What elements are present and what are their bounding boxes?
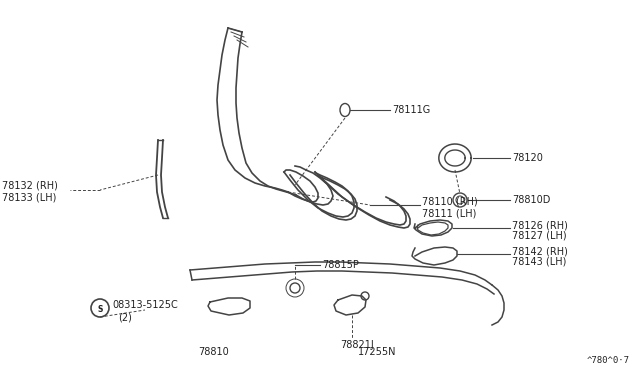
Text: 78143 (LH): 78143 (LH) <box>512 257 566 267</box>
Text: 08313-5125C: 08313-5125C <box>112 300 178 310</box>
Text: 78142 (RH): 78142 (RH) <box>512 246 568 256</box>
Text: 78127 (LH): 78127 (LH) <box>512 231 566 241</box>
Text: ^780^0·7: ^780^0·7 <box>587 356 630 365</box>
Text: 78132 (RH): 78132 (RH) <box>2 181 58 191</box>
Text: 78133 (LH): 78133 (LH) <box>2 193 56 203</box>
Text: 78810: 78810 <box>198 347 228 357</box>
Text: 78110 (RH): 78110 (RH) <box>422 197 477 207</box>
Text: 78111 (LH): 78111 (LH) <box>422 208 476 218</box>
Text: 78810D: 78810D <box>512 195 550 205</box>
Text: 17255N: 17255N <box>358 347 397 357</box>
Text: (2): (2) <box>118 313 132 323</box>
Text: 78815P: 78815P <box>322 260 359 270</box>
Text: 78126 (RH): 78126 (RH) <box>512 220 568 230</box>
Text: 78111G: 78111G <box>392 105 430 115</box>
Text: S: S <box>97 305 102 314</box>
Text: 78821J: 78821J <box>340 340 374 350</box>
Text: 78120: 78120 <box>512 153 543 163</box>
